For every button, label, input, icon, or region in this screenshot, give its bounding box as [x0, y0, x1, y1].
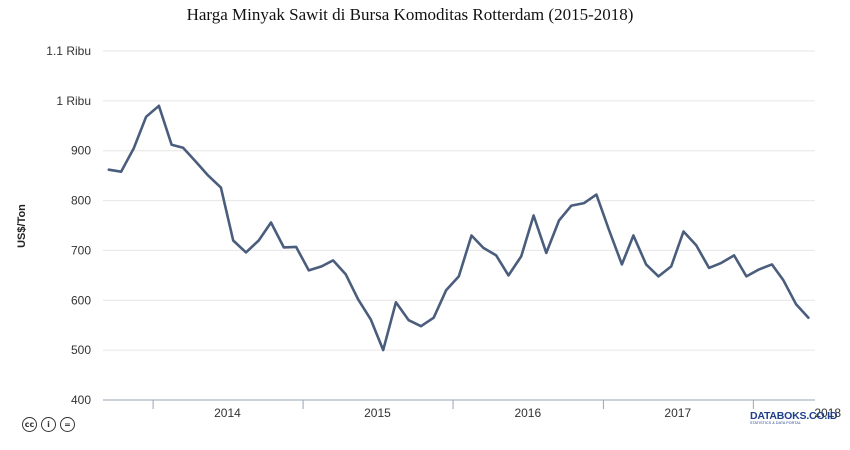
y-tick-label: 900: [71, 144, 91, 158]
y-tick-label: 400: [71, 393, 91, 407]
x-tick-label: 2017: [664, 406, 691, 420]
attribution-icon: i: [41, 417, 56, 432]
chart-title: Harga Minyak Sawit di Bursa Komoditas Ro…: [186, 5, 634, 24]
y-tick-label: 1.1 Ribu: [46, 44, 91, 58]
y-tick-label: 800: [71, 194, 91, 208]
x-tick-label: 2015: [364, 406, 391, 420]
y-tick-label: 500: [71, 343, 91, 357]
grid-lines: [103, 50, 815, 351]
series-layer: [107, 104, 810, 352]
y-tick-label: 600: [71, 293, 91, 307]
brand-name: DATABOKS.CO.ID: [750, 410, 838, 422]
x-tick-label: 2016: [514, 406, 541, 420]
x-tick-label: 2018: [814, 406, 841, 420]
y-axis-ticks: 400 500 600 700 800 900 1 Ribu 1.1 Ribu: [46, 44, 91, 407]
y-tick-label: 700: [71, 243, 91, 257]
creative-commons-icon: cc: [22, 417, 37, 432]
no-derivatives-icon: =: [60, 417, 75, 432]
brand-tagline: STATISTICS & DATA PORTAL: [750, 420, 801, 425]
y-axis-label: US$/Ton: [16, 204, 28, 248]
x-tick-label: 2014: [214, 406, 241, 420]
y-tick-label: 1 Ribu: [56, 94, 91, 108]
x-axis-ticks: 2014 2015 2016 2017 2018: [103, 399, 841, 420]
price-series-line: [107, 104, 810, 352]
license-icons: cc i =: [22, 417, 75, 432]
databoks-logo: DATABOKS.CO.ID STATISTICS & DATA PORTAL: [750, 410, 838, 425]
